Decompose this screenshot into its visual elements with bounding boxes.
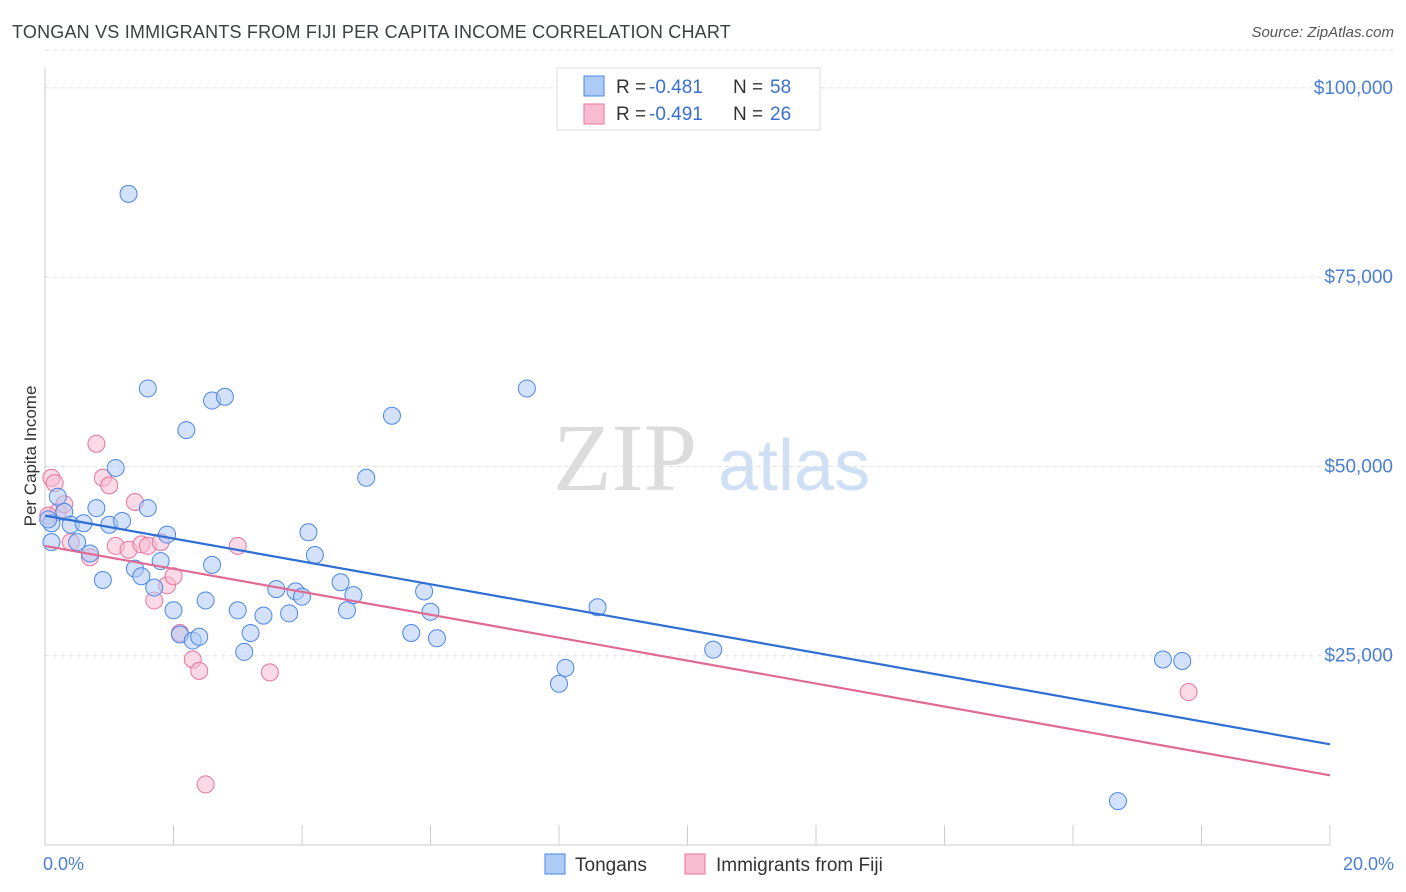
point-fiji xyxy=(87,434,106,453)
legend-n-value-2: 26 xyxy=(770,104,791,125)
legend-r-value-1: -0.481 xyxy=(649,77,703,98)
y-tick-label: $75,000 xyxy=(1324,267,1393,288)
x-ticks xyxy=(173,825,1331,845)
source-label: Source: ZipAtlas.com xyxy=(1251,24,1394,41)
legend-r-label-1: R = xyxy=(616,77,646,98)
bottom-legend-swatch-fiji xyxy=(684,853,706,875)
point-tongans xyxy=(1153,650,1172,669)
point-tongans xyxy=(132,567,151,586)
point-tongans xyxy=(305,546,324,565)
point-tongans xyxy=(158,525,177,544)
point-tongans xyxy=(87,499,106,518)
point-tongans xyxy=(196,591,215,610)
point-fiji xyxy=(196,775,215,794)
point-tongans xyxy=(254,606,273,625)
point-tongans xyxy=(517,379,536,398)
legend-n-value-1: 58 xyxy=(770,77,791,98)
point-tongans xyxy=(331,573,350,592)
point-tongans xyxy=(190,627,209,646)
point-tongans xyxy=(415,582,434,601)
point-tongans xyxy=(357,468,376,487)
y-tick-label: $50,000 xyxy=(1324,456,1393,477)
point-tongans xyxy=(402,624,421,642)
point-tongans xyxy=(138,379,157,398)
trend-line-fiji xyxy=(44,544,1331,777)
point-tongans xyxy=(299,523,318,542)
point-tongans xyxy=(704,640,723,659)
point-tongans xyxy=(215,387,234,406)
point-tongans xyxy=(421,602,440,621)
y-axis-title: Per Capita Income xyxy=(21,386,40,527)
stats-legend: R = -0.481 N = 58 R = -0.491 N = 26 xyxy=(556,67,821,131)
point-tongans xyxy=(145,578,164,597)
bottom-legend-swatch-tongans xyxy=(544,853,566,875)
point-fiji xyxy=(1179,683,1198,702)
point-fiji xyxy=(260,663,279,682)
point-tongans xyxy=(93,571,112,589)
point-tongans xyxy=(119,184,138,203)
point-tongans xyxy=(177,421,196,440)
bottom-legend-fiji: Immigrants from Fiji xyxy=(716,855,883,876)
trend-lines xyxy=(44,514,1331,777)
point-tongans xyxy=(550,674,568,693)
bottom-legend-tongans: Tongans xyxy=(575,855,647,876)
series-legend: Tongans Immigrants from Fiji xyxy=(544,853,883,876)
point-tongans xyxy=(588,598,607,617)
legend-r-label-2: R = xyxy=(616,104,646,125)
point-tongans xyxy=(337,601,356,620)
watermark-zip: ZIP xyxy=(553,404,697,511)
point-tongans xyxy=(1108,792,1127,811)
trend-line-tongans xyxy=(44,514,1331,746)
point-tongans xyxy=(1173,652,1192,671)
point-tongans xyxy=(113,511,132,530)
point-tongans xyxy=(241,624,260,642)
point-tongans xyxy=(556,658,575,677)
point-tongans xyxy=(164,601,183,620)
point-tongans xyxy=(203,555,222,574)
point-fiji xyxy=(100,476,119,495)
point-tongans xyxy=(39,510,58,529)
point-tongans xyxy=(228,601,247,620)
legend-swatch-tongans xyxy=(583,75,605,97)
point-tongans xyxy=(280,604,299,623)
point-tongans xyxy=(427,629,446,648)
legend-r-value-2: -0.491 xyxy=(649,104,703,125)
chart-title: TONGAN VS IMMIGRANTS FROM FIJI PER CAPIT… xyxy=(12,22,731,42)
legend-n-label-2: N = xyxy=(733,104,763,125)
y-tick-label: $25,000 xyxy=(1324,646,1393,667)
watermark-atlas: atlas xyxy=(718,426,870,506)
point-tongans xyxy=(106,458,125,477)
x-tick-label-max: 20.0% xyxy=(1343,854,1394,874)
point-tongans xyxy=(138,499,157,518)
point-fiji xyxy=(190,661,209,680)
point-fiji xyxy=(164,567,183,586)
point-tongans xyxy=(235,642,254,661)
legend-n-label-1: N = xyxy=(733,77,763,98)
point-tongans xyxy=(48,487,67,506)
y-tick-labels: $25,000 $50,000 $75,000 $100,000 xyxy=(1314,78,1393,667)
y-tick-label: $100,000 xyxy=(1314,78,1393,99)
point-tongans xyxy=(382,406,401,425)
grid-lines xyxy=(45,49,1393,657)
x-tick-label-min: 0.0% xyxy=(43,854,84,874)
legend-swatch-fiji xyxy=(583,103,605,125)
